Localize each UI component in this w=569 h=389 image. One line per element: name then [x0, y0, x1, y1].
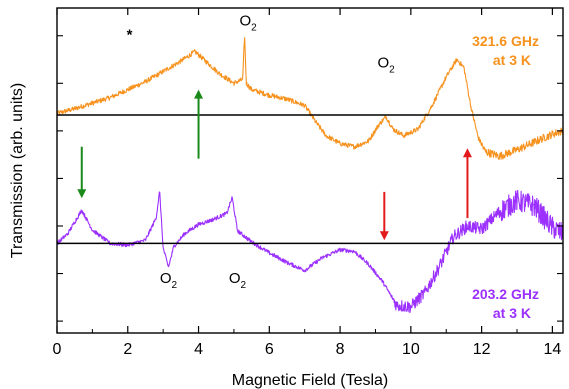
series-label-line1: 203.2 GHz	[472, 286, 539, 302]
x-tick-label: 6	[265, 341, 274, 358]
o2-label: O2	[239, 12, 257, 33]
o2-label: O2	[229, 270, 247, 291]
series-labels: 321.6 GHz at 3 K 203.2 GHz at 3 K	[472, 33, 539, 321]
x-tick-label: 8	[336, 341, 345, 358]
plot-frame	[56, 7, 564, 334]
baseline-layer	[57, 114, 563, 245]
arrow-up-1	[194, 89, 204, 159]
x-tick-label: 0	[53, 341, 62, 358]
arrow-layer	[77, 89, 472, 241]
x-tick-label: 14	[543, 341, 561, 358]
series-line-2	[56, 190, 564, 314]
o2-label: O2	[377, 54, 395, 75]
tick-layer: 0 2 4 6 8 10 12 14	[53, 8, 563, 358]
x-tick-label: 12	[473, 341, 491, 358]
x-tick-label: 4	[194, 341, 203, 358]
series-label-line2: at 3 K	[493, 52, 531, 68]
series-layer	[56, 37, 564, 314]
asterisk-marker: *	[127, 27, 133, 44]
series-label-line2: at 3 K	[493, 305, 531, 321]
arrow-down-3	[379, 191, 389, 241]
y-axis-title: Transmission (arb. units)	[9, 83, 26, 258]
series-label-line1: 321.6 GHz	[472, 33, 539, 49]
series-line-1	[56, 37, 564, 160]
x-tick-label: 10	[402, 341, 420, 358]
arrow-up-4	[462, 148, 472, 219]
o2-label: O2	[160, 270, 178, 291]
arrow-down-2	[77, 146, 87, 199]
x-axis-title: Magnetic Field (Tesla)	[232, 372, 389, 389]
x-tick-label: 2	[123, 341, 132, 358]
